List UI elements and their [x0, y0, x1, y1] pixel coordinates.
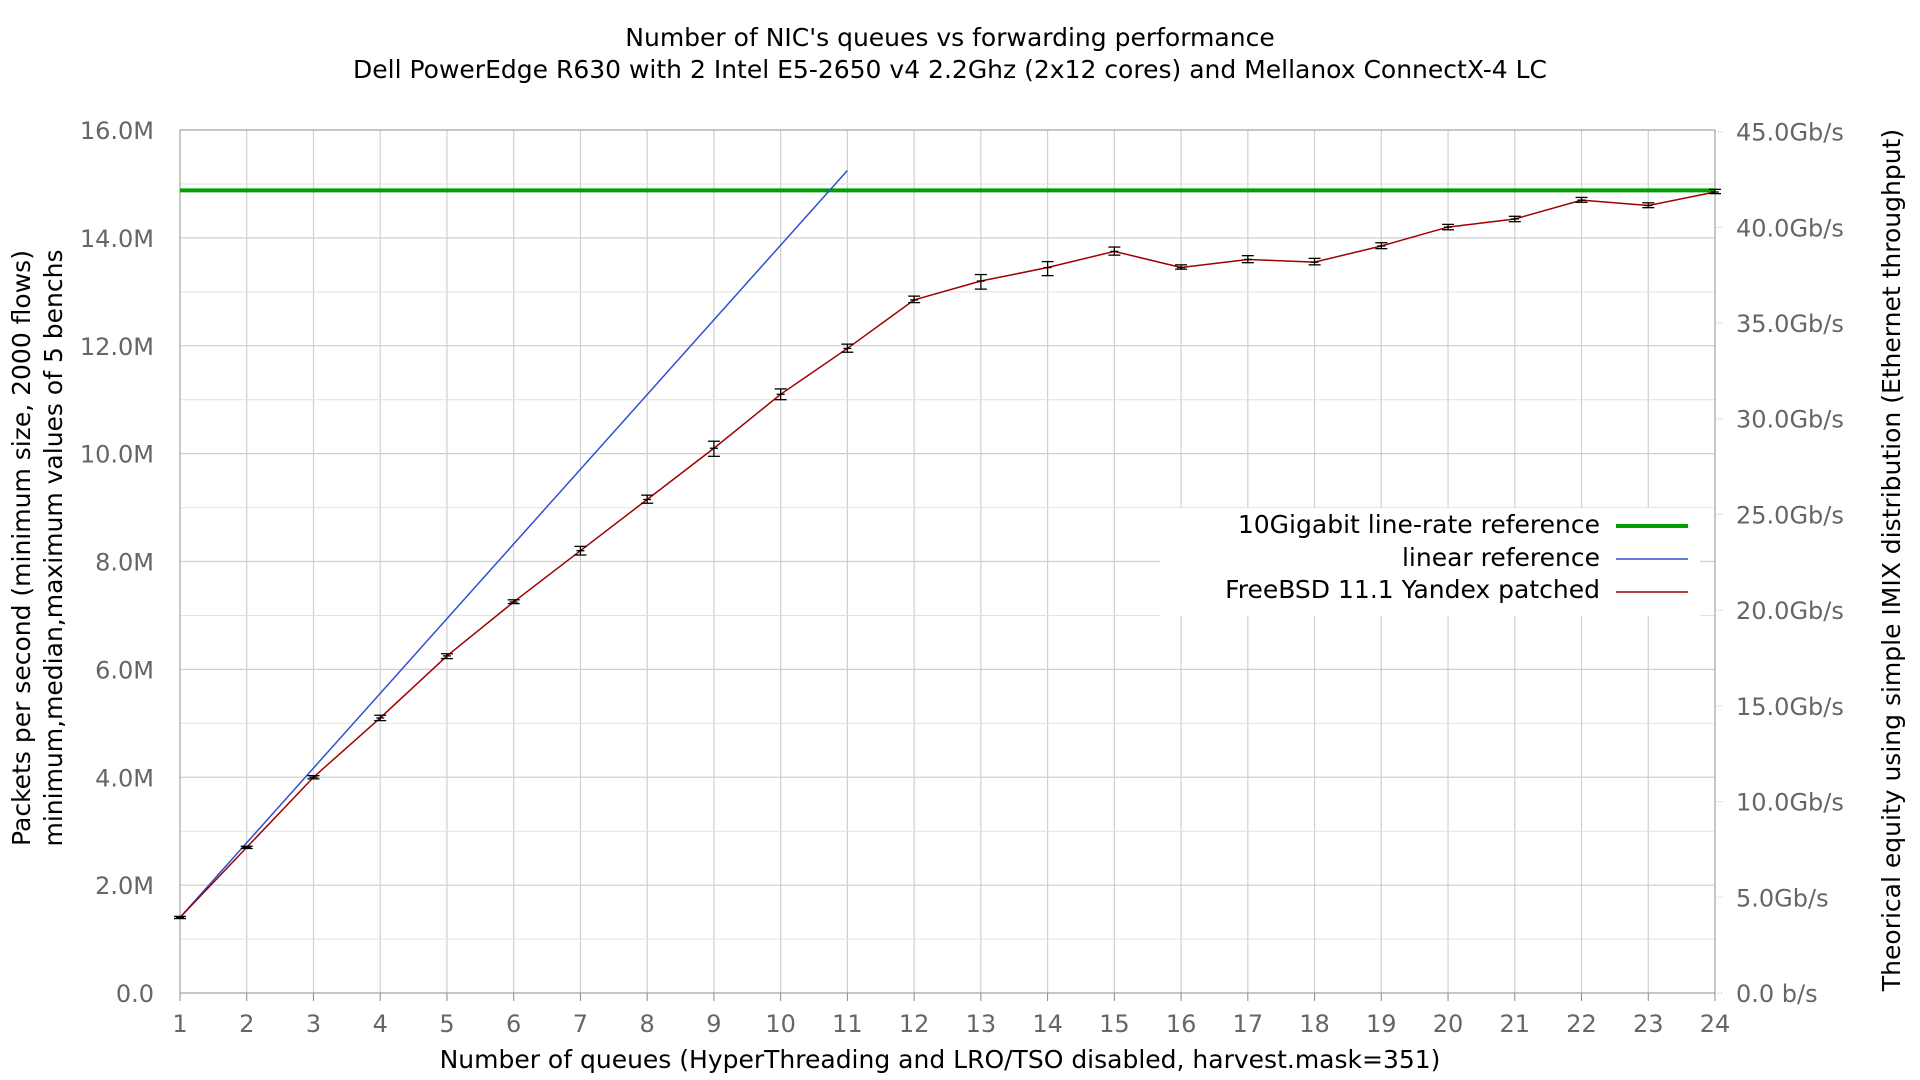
- error-bar: [1241, 255, 1254, 264]
- plot-border: [179, 129, 1716, 994]
- y2-tick-label: 5.0Gb/s: [1736, 884, 1829, 912]
- y-axis-ticks: 0.0 2.0M 4.0M 6.0M 8.0M 10.0M 12.0M 14.0M 16.0M: [80, 117, 154, 1008]
- x-tick-label: 17: [1233, 1010, 1264, 1038]
- legend-label-freebsd: FreeBSD 11.1 Yandex patched: [1225, 575, 1600, 604]
- error-bar: [174, 915, 186, 920]
- error-bar: [1175, 264, 1188, 270]
- y-tick-label: 10.0M: [80, 441, 154, 469]
- x-tick-label: 18: [1299, 1010, 1330, 1038]
- legend-label-linear: linear reference: [1402, 543, 1600, 572]
- x-tick-label: 3: [306, 1010, 321, 1038]
- error-bar: [1508, 215, 1521, 223]
- x-tick-label: 13: [966, 1010, 997, 1038]
- legend-label-line-rate: 10Gigabit line-rate reference: [1238, 510, 1600, 539]
- x-tick-label: 23: [1633, 1010, 1664, 1038]
- x-tick-label: 11: [832, 1010, 863, 1038]
- y2-tick-label: 20.0Gb/s: [1736, 597, 1844, 625]
- y-tick-label: 2.0M: [95, 872, 154, 900]
- y2-tick-label: 15.0Gb/s: [1736, 693, 1844, 721]
- y-tick-label: 16.0M: [80, 117, 154, 145]
- error-bar: [641, 494, 654, 504]
- x-tick-label: 16: [1166, 1010, 1197, 1038]
- series-line-1: [179, 169, 848, 918]
- x-tick-label: 12: [899, 1010, 930, 1038]
- y2-tick-label: 45.0Gb/s: [1736, 119, 1844, 147]
- x-tick-label: 4: [373, 1010, 388, 1038]
- y2-tick-label: 30.0Gb/s: [1736, 406, 1844, 434]
- error-bar: [507, 599, 520, 605]
- chart-subtitle: Dell PowerEdge R630 with 2 Intel E5-2650…: [353, 55, 1547, 84]
- chart-title: Number of NIC's queues vs forwarding per…: [625, 23, 1274, 52]
- error-bar: [1375, 242, 1388, 250]
- x-tick-label: 1: [172, 1010, 187, 1038]
- error-bar: [1442, 223, 1455, 231]
- error-bar: [440, 653, 453, 660]
- y2-tick-label: 40.0Gb/s: [1736, 214, 1844, 242]
- legend: 10Gigabit line-rate reference linear ref…: [1160, 508, 1700, 616]
- series-layer: [174, 169, 1721, 920]
- error-bar: [240, 845, 253, 850]
- error-bar: [908, 295, 921, 304]
- error-bar: [707, 440, 720, 457]
- y2-tick-label: 25.0Gb/s: [1736, 501, 1844, 529]
- y2-tick-label: 35.0Gb/s: [1736, 310, 1844, 338]
- x-tick-label: 20: [1433, 1010, 1464, 1038]
- error-bar: [374, 714, 387, 722]
- x-tick-label: 7: [573, 1010, 588, 1038]
- error-bar: [1575, 196, 1588, 203]
- x-axis-ticks: 1 2 3 4 5 6 7 8 9 10 11 12 13 14 15 16 17 18 19 20 21 22 23 24: [172, 993, 1730, 1038]
- error-bar: [974, 273, 987, 290]
- error-bar: [1041, 260, 1054, 277]
- legend-background: [1160, 508, 1700, 616]
- error-bar: [1642, 202, 1655, 209]
- error-bar: [774, 388, 787, 401]
- y2-axis-ticks: 0.0 b/s 5.0Gb/s 10.0Gb/s 15.0Gb/s 20.0Gb/s 25…: [1715, 119, 1844, 1008]
- y-tick-label: 4.0M: [95, 764, 154, 792]
- error-bar: [841, 343, 854, 353]
- y-tick-label: 14.0M: [80, 225, 154, 253]
- error-bar: [1709, 188, 1721, 195]
- series-line-2: [179, 191, 1716, 919]
- x-tick-label: 19: [1366, 1010, 1397, 1038]
- y-tick-label: 0.0: [116, 980, 154, 1008]
- x-tick-label: 6: [506, 1010, 521, 1038]
- error-bar: [1108, 246, 1121, 256]
- x-tick-label: 2: [239, 1010, 254, 1038]
- y2-axis-label: Theorical equity using simple IMIX distr…: [1877, 129, 1906, 992]
- y-axis-label-secondary: minimum,median,maximum values of 5 bench…: [39, 249, 68, 846]
- x-tick-label: 5: [439, 1010, 454, 1038]
- y2-tick-label: 10.0Gb/s: [1736, 789, 1844, 817]
- y2-tick-label: 0.0 b/s: [1736, 980, 1818, 1008]
- x-tick-label: 14: [1032, 1010, 1063, 1038]
- y-tick-label: 6.0M: [95, 656, 154, 684]
- y-axis-label: Packets per second (minimum size, 2000 f…: [7, 250, 36, 846]
- x-axis-label: Number of queues (HyperThreading and LRO…: [440, 1045, 1441, 1074]
- error-bar: [574, 545, 587, 556]
- x-tick-label: 10: [765, 1010, 796, 1038]
- x-tick-label: 24: [1700, 1010, 1731, 1038]
- y-tick-label: 8.0M: [95, 549, 154, 577]
- error-bar: [307, 774, 320, 780]
- x-tick-label: 9: [706, 1010, 721, 1038]
- x-tick-label: 22: [1566, 1010, 1597, 1038]
- y-tick-label: 12.0M: [80, 333, 154, 361]
- x-tick-label: 8: [640, 1010, 655, 1038]
- x-tick-label: 15: [1099, 1010, 1130, 1038]
- x-tick-label: 21: [1500, 1010, 1531, 1038]
- error-bar: [1308, 257, 1321, 266]
